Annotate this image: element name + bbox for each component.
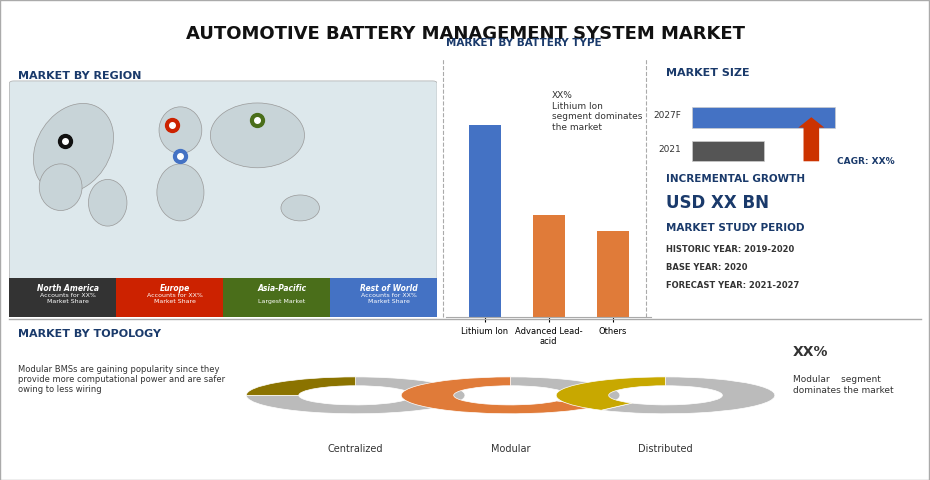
- Wedge shape: [246, 377, 465, 414]
- Text: Largest Market: Largest Market: [259, 299, 306, 303]
- Text: XX%
Lithium Ion
segment dominates
the market: XX% Lithium Ion segment dominates the ma…: [551, 91, 643, 132]
- Wedge shape: [556, 377, 666, 410]
- Text: Rest of World: Rest of World: [360, 284, 418, 293]
- FancyBboxPatch shape: [9, 278, 118, 319]
- Ellipse shape: [33, 104, 113, 193]
- Text: MARKET SIZE: MARKET SIZE: [666, 68, 750, 78]
- Ellipse shape: [157, 164, 204, 221]
- Text: Modular    segment
dominates the market: Modular segment dominates the market: [793, 375, 894, 395]
- Text: MARKET BY BATTERY TYPE: MARKET BY BATTERY TYPE: [446, 38, 602, 48]
- Wedge shape: [401, 377, 599, 414]
- Ellipse shape: [281, 195, 320, 221]
- Wedge shape: [601, 377, 775, 414]
- Ellipse shape: [88, 180, 126, 226]
- Text: XX%: XX%: [793, 345, 829, 359]
- FancyBboxPatch shape: [223, 278, 332, 319]
- Text: MARKET BY TOPOLOGY: MARKET BY TOPOLOGY: [19, 329, 162, 339]
- Text: Accounts for XX%
Market Share: Accounts for XX% Market Share: [147, 293, 203, 303]
- FancyBboxPatch shape: [692, 141, 764, 161]
- Text: INCREMENTAL GROWTH: INCREMENTAL GROWTH: [666, 174, 804, 184]
- Text: Accounts for XX%
Market Share: Accounts for XX% Market Share: [40, 293, 96, 303]
- Ellipse shape: [39, 164, 82, 211]
- Text: Modular: Modular: [491, 444, 530, 454]
- Wedge shape: [511, 377, 620, 406]
- Text: North America: North America: [37, 284, 100, 293]
- Text: BASE YEAR: 2020: BASE YEAR: 2020: [666, 263, 747, 272]
- Bar: [597, 231, 629, 317]
- Ellipse shape: [159, 107, 202, 154]
- Text: Centralized: Centralized: [328, 444, 383, 454]
- Text: 2027F: 2027F: [653, 111, 681, 120]
- Text: 2021: 2021: [658, 145, 681, 154]
- Text: CAGR: XX%: CAGR: XX%: [837, 157, 895, 166]
- Text: FORECAST YEAR: 2021-2027: FORECAST YEAR: 2021-2027: [666, 281, 799, 290]
- Text: HISTORIC YEAR: 2019-2020: HISTORIC YEAR: 2019-2020: [666, 245, 794, 254]
- FancyBboxPatch shape: [116, 278, 225, 319]
- Text: USD XX BN: USD XX BN: [666, 194, 768, 212]
- Text: MARKET STUDY PERIOD: MARKET STUDY PERIOD: [666, 223, 804, 233]
- FancyBboxPatch shape: [330, 278, 439, 319]
- Text: Distributed: Distributed: [638, 444, 693, 454]
- Ellipse shape: [210, 103, 304, 168]
- Text: Asia-Pacific: Asia-Pacific: [258, 284, 307, 293]
- Text: Modular BMSs are gaining popularity since they
provide more computational power : Modular BMSs are gaining popularity sinc…: [19, 365, 226, 395]
- Bar: [469, 125, 500, 317]
- FancyArrow shape: [798, 117, 824, 161]
- FancyBboxPatch shape: [692, 107, 835, 128]
- Text: Accounts for XX%
Market Share: Accounts for XX% Market Share: [361, 293, 417, 303]
- Text: AUTOMOTIVE BATTERY MANAGEMENT SYSTEM MARKET: AUTOMOTIVE BATTERY MANAGEMENT SYSTEM MAR…: [185, 24, 745, 43]
- Text: MARKET BY REGION: MARKET BY REGION: [18, 71, 141, 81]
- Wedge shape: [246, 377, 355, 396]
- Bar: [533, 216, 565, 317]
- FancyBboxPatch shape: [9, 81, 437, 280]
- Text: Europe: Europe: [160, 284, 191, 293]
